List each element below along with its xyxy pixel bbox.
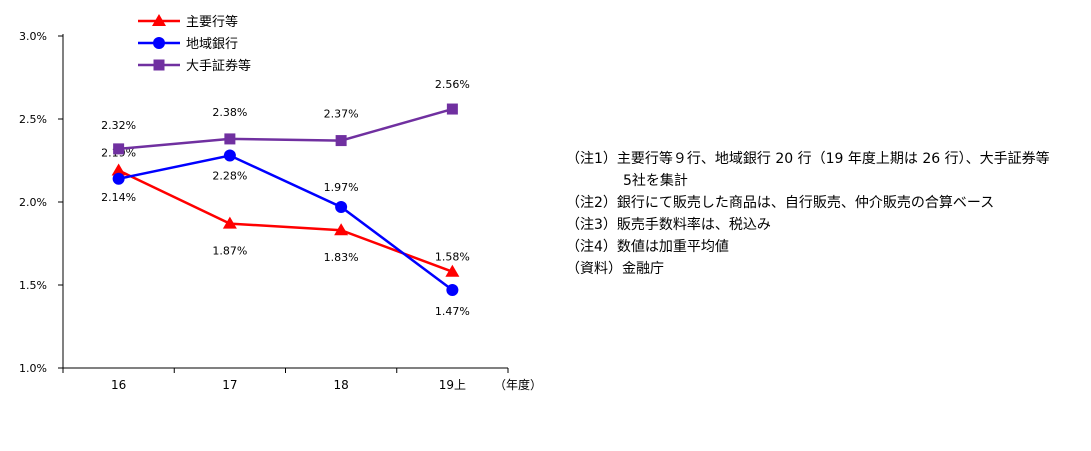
legend-marker — [153, 37, 165, 49]
x-tick-label: 18 — [333, 378, 348, 392]
y-tick-label: 2.0% — [19, 196, 47, 209]
data-label: 2.32% — [101, 119, 136, 132]
data-label: 1.83% — [324, 251, 359, 264]
series-1: 2.19%1.87%1.83%1.58% — [101, 146, 470, 277]
y-tick-label: 2.5% — [19, 113, 47, 126]
y-tick-label: 1.0% — [19, 362, 47, 375]
data-point — [111, 163, 126, 176]
note-3: （注3）販売手数料率は、税込み — [566, 217, 771, 233]
legend-label: 大手証券等 — [186, 58, 251, 74]
series-line — [118, 154, 454, 291]
data-point — [334, 223, 349, 236]
series-line — [118, 107, 453, 151]
series-3: 2.32% 2.38% 2.37% 2.56% — [101, 78, 470, 155]
data-label: 1.97% — [324, 181, 359, 194]
series-2: 2.14% 2.28% 1.97% 1.47% — [101, 149, 470, 318]
legend-item: 主要行等 — [138, 14, 238, 30]
data-point — [112, 172, 125, 185]
data-point — [113, 143, 125, 155]
note-1: （注1）主要行等９行、地域銀行 20 行（19 年度上期は 26 行）、大手証券… — [566, 151, 1050, 167]
y-tick-label: 1.5% — [19, 279, 47, 292]
x-tick-label: 19上 — [439, 378, 466, 392]
source-note: （資料）金融庁 — [566, 261, 664, 277]
legend-marker — [153, 59, 165, 71]
data-point — [446, 283, 459, 296]
data-label: 1.87% — [212, 245, 247, 258]
series-line — [118, 169, 453, 273]
data-point — [223, 149, 236, 162]
data-label: 1.58% — [435, 251, 470, 264]
note-1-continued: 5社を集計 — [623, 173, 688, 189]
note-2: （注2）銀行にて販売した商品は、自行販売、仲介販売の合算ベース — [566, 195, 995, 211]
data-label: 2.14% — [101, 191, 136, 204]
data-label: 2.37% — [324, 108, 359, 121]
data-label: 2.38% — [212, 106, 247, 119]
data-label: 1.47% — [435, 305, 470, 318]
chart-notes: （注1）主要行等９行、地域銀行 20 行（19 年度上期は 26 行）、大手証券… — [566, 148, 1086, 280]
legend-label: 主要行等 — [186, 14, 238, 30]
x-axis-unit: （年度） — [494, 377, 542, 392]
x-tick-label: 17 — [222, 378, 237, 392]
y-tick-label: 3.0% — [19, 30, 47, 43]
chart-series: 2.19%1.87%1.83%1.58%2.14%2.28%1.97%1.47%… — [101, 78, 470, 318]
data-point — [446, 103, 458, 115]
legend-item: 大手証券等 — [138, 58, 251, 74]
data-label: 2.56% — [435, 78, 470, 91]
data-point — [224, 133, 236, 145]
data-point — [445, 264, 460, 277]
note-4: （注4）数値は加重平均値 — [566, 239, 729, 255]
data-label: 2.28% — [212, 170, 247, 183]
legend-marker — [152, 14, 166, 26]
chart-axes: 1.0% 1.5% 2.0% 2.5% 3.0% 16 17 18 19上 （年度） — [19, 30, 542, 392]
data-point — [222, 216, 237, 229]
legend-item: 地域銀行 — [138, 37, 238, 52]
data-point — [335, 200, 348, 213]
legend-label: 地域銀行 — [186, 37, 238, 52]
data-point — [335, 135, 347, 147]
x-tick-label: 16 — [111, 378, 126, 392]
